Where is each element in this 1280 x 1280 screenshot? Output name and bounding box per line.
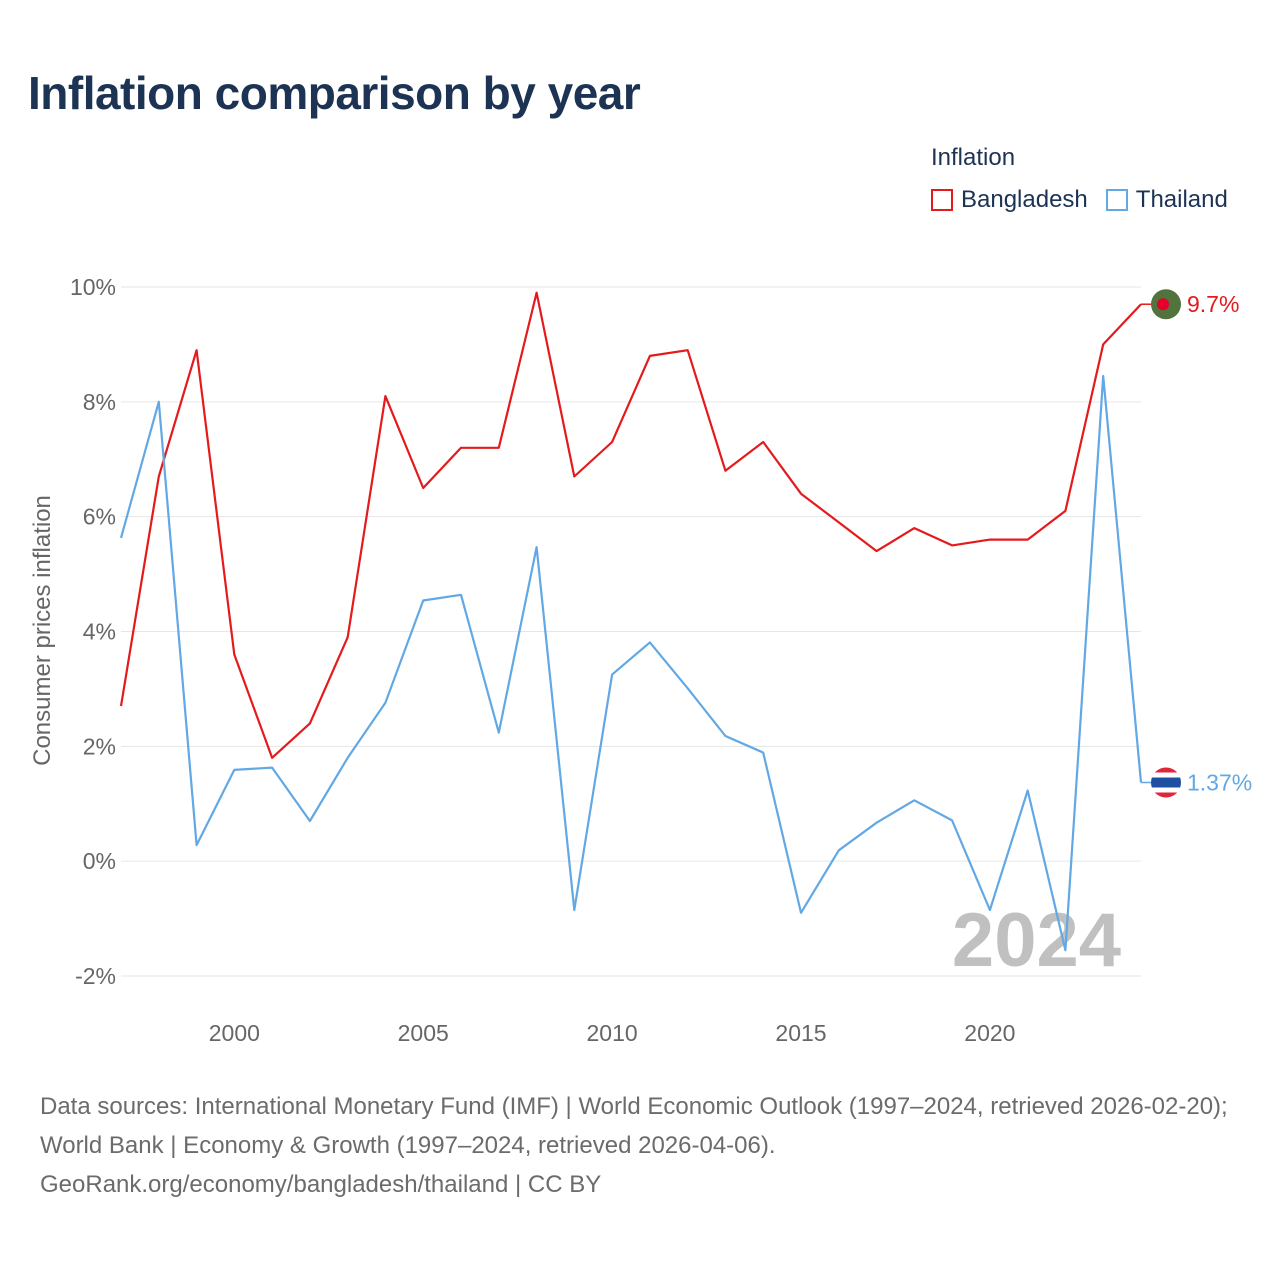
y-tick-label: 10%: [70, 274, 116, 300]
thailand-flag-stripe: [1151, 777, 1181, 788]
legend: Bangladesh Thailand: [931, 186, 1228, 214]
y-tick-label: 8%: [83, 389, 116, 415]
x-tick-label: 2010: [587, 1020, 638, 1046]
series-line-thailand: [119, 374, 1143, 952]
y-tick-label: 4%: [83, 619, 116, 645]
x-tick-label: 2020: [964, 1020, 1015, 1046]
legend-swatch-bangladesh: [931, 189, 953, 211]
footer: Data sources: International Monetary Fun…: [40, 1087, 1250, 1204]
thailand-flag-stripe: [1151, 787, 1181, 793]
legend-item-bangladesh[interactable]: Bangladesh: [931, 186, 1088, 214]
legend-item-thailand[interactable]: Thailand: [1105, 186, 1228, 214]
series-line-bangladesh: [119, 291, 1142, 759]
legend-title: Inflation: [931, 144, 1016, 171]
x-tick-label: 2000: [209, 1020, 260, 1046]
data-sources-note: Data sources: International Monetary Fun…: [40, 1093, 1228, 1159]
x-tick-label: 2015: [775, 1020, 826, 1046]
y-tick-label: 2%: [83, 733, 116, 759]
chart-title: Inflation comparison by year: [28, 67, 641, 119]
legend-swatch-thailand: [1105, 189, 1128, 211]
y-axis-label: Consumer prices inflation: [29, 495, 56, 766]
thailand-flag-stripe: [1151, 767, 1181, 773]
end-label-bangladesh: 9.7%: [1187, 291, 1239, 317]
legend-label-bangladesh: Bangladesh: [961, 186, 1088, 213]
current-year-watermark: 2024: [952, 898, 1121, 983]
x-tick-label: 2005: [398, 1020, 449, 1046]
legend-label-thailand: Thailand: [1135, 186, 1228, 213]
line-chart: -2% 0% 2% 4% 6% 8% 10% 2000 2005 2010 2015 2020 Cons…: [29, 274, 1252, 1046]
end-label-thailand: 1.37%: [1187, 770, 1252, 796]
y-tick-label: 6%: [83, 504, 116, 530]
bangladesh-flag-disc-icon: [1157, 298, 1169, 311]
y-tick-label: 0%: [83, 848, 116, 874]
site-credit: GeoRank.org/economy/bangladesh/thailand …: [40, 1171, 602, 1198]
thailand-flag-icon: [1151, 767, 1181, 798]
thailand-flag-stripe: [1151, 792, 1181, 798]
y-tick-label: -2%: [75, 963, 116, 989]
thailand-flag-stripe: [1151, 772, 1181, 778]
